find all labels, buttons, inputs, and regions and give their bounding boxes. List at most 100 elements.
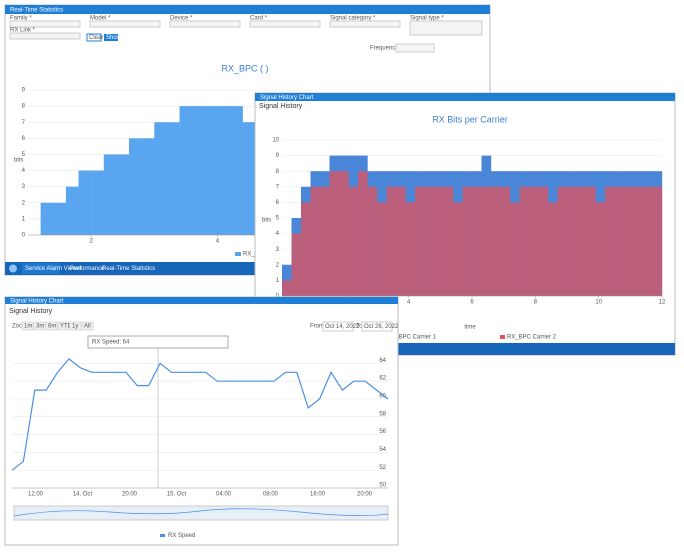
zoom-label: 1y [72, 324, 78, 330]
y-tick-label: 8 [276, 169, 280, 175]
navigator[interactable] [13, 505, 389, 521]
legend-swatch [160, 534, 165, 537]
bar [624, 186, 634, 296]
y-axis-label: bits [262, 218, 271, 224]
bar [53, 202, 67, 235]
field-label: Card * [250, 16, 268, 22]
bar [434, 186, 444, 296]
x-tick-label: 10 [595, 300, 602, 306]
x-tick-label: 8 [534, 300, 538, 306]
window-c: Signal History Chart Signal History Zoom… [4, 296, 399, 546]
x-tick-label: 12 [659, 300, 666, 306]
field-input[interactable] [329, 20, 401, 28]
y-tick-label: 52 [379, 465, 386, 471]
from-value: Oct 14, 2022 [325, 324, 360, 330]
zoom-button[interactable] [69, 321, 82, 331]
x-tick-label: 04:00 [216, 492, 232, 498]
taskbar-label: Real-Time Statistics [102, 266, 155, 272]
bar [605, 186, 615, 296]
legend-swatch [235, 252, 241, 256]
field-label: RX Link * [10, 28, 36, 34]
zoom-button[interactable] [21, 321, 34, 331]
legend-swatch [500, 335, 505, 339]
zoom-button[interactable] [33, 321, 46, 331]
y-tick-label: 7 [22, 120, 26, 126]
to-label: To [356, 324, 363, 330]
from-input[interactable] [322, 321, 354, 332]
field-input[interactable] [169, 20, 241, 28]
y-axis-label: bits [14, 158, 23, 164]
field-input[interactable] [89, 20, 161, 28]
bar [367, 186, 378, 296]
taskbar-item[interactable] [22, 263, 60, 274]
bar [329, 171, 340, 296]
x-tick-label: 16:00 [310, 492, 326, 498]
field-input[interactable] [9, 20, 81, 28]
y-tick-label: 2 [22, 200, 26, 206]
button-label: Show [106, 35, 122, 41]
bar [40, 202, 54, 235]
y-tick-label: 9 [22, 88, 26, 94]
clear-button[interactable] [86, 33, 102, 42]
x-tick-label: 12:00 [28, 492, 44, 498]
show-button[interactable] [104, 34, 118, 41]
bar [204, 106, 218, 235]
y-tick-label: 50 [379, 483, 386, 489]
x-tick-label: 2 [89, 239, 93, 245]
x-tick-label: 6 [470, 300, 474, 306]
y-tick-label: 8 [22, 104, 26, 110]
zoom-button[interactable] [81, 321, 94, 331]
bar [192, 106, 205, 235]
to-value: Oct 26, 2022 [364, 324, 399, 330]
bar [65, 186, 79, 235]
bar [424, 186, 435, 296]
bar [242, 122, 256, 235]
y-tick-label: 9 [276, 153, 280, 159]
bar [91, 170, 104, 235]
bar [291, 233, 302, 296]
bar [519, 186, 530, 296]
bar [548, 202, 558, 296]
y-tick-label: 5 [276, 216, 280, 222]
to-input[interactable] [361, 321, 393, 332]
field-label: Signal category * [330, 16, 376, 22]
button-label: Clear [89, 35, 103, 41]
from-label: From [310, 324, 324, 330]
bar [453, 202, 463, 296]
bar [103, 154, 117, 235]
bar [320, 186, 330, 296]
title-bar [255, 93, 675, 101]
bar [230, 106, 243, 235]
taskbar-label: Service Alarm Viewer [25, 266, 82, 272]
y-tick-label: 6 [22, 136, 26, 142]
y-tick-label: 0 [22, 233, 26, 239]
frequency-label: Frequency [370, 46, 398, 52]
zoom-button[interactable] [57, 321, 70, 331]
zoom-button[interactable] [45, 321, 58, 331]
bar [643, 186, 653, 296]
taskbar-label: Performance [70, 266, 105, 272]
y-tick-label: 3 [22, 184, 26, 190]
bar [567, 186, 577, 296]
bar [339, 171, 349, 296]
window-title: Real-Time Statistics [10, 8, 63, 14]
bar [462, 186, 473, 296]
field-input[interactable] [409, 20, 483, 36]
bar [633, 186, 644, 296]
field-input[interactable] [9, 32, 81, 40]
y-tick-label: 2 [276, 262, 280, 268]
bar [217, 106, 231, 235]
bar [510, 202, 520, 296]
title-bar [5, 5, 490, 14]
navigator-line [13, 508, 389, 517]
bar [310, 186, 321, 296]
bar [415, 186, 425, 296]
bar [396, 186, 406, 296]
x-tick-label: 4 [216, 239, 220, 245]
frequency-select[interactable] [395, 43, 435, 53]
x-tick-label: 15. Oct [167, 492, 187, 498]
zoom-label: 1m [24, 324, 32, 330]
window-title: Signal History Chart [260, 95, 314, 101]
field-input[interactable] [249, 20, 321, 28]
